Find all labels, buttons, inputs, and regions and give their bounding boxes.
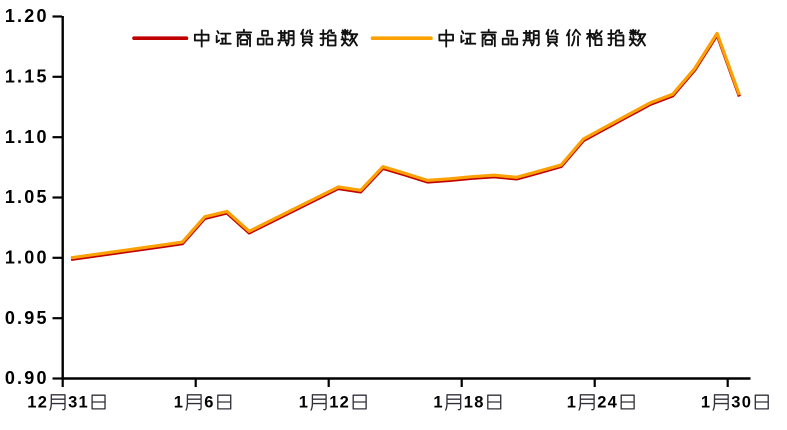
svg-text:1.15: 1.15 (5, 66, 49, 86)
svg-text:24: 24 (597, 394, 618, 412)
svg-text:1.00: 1.00 (5, 247, 49, 267)
svg-text:1: 1 (299, 394, 309, 412)
svg-text:18: 18 (464, 394, 485, 412)
svg-text:12: 12 (27, 394, 48, 412)
svg-text:1: 1 (701, 394, 711, 412)
svg-text:1: 1 (567, 394, 577, 412)
svg-text:6: 6 (204, 394, 214, 412)
svg-text:1.05: 1.05 (5, 187, 49, 207)
svg-text:30: 30 (731, 394, 752, 412)
svg-text:1: 1 (174, 394, 184, 412)
svg-text:1: 1 (433, 394, 443, 412)
svg-text:31: 31 (68, 394, 89, 412)
svg-text:12: 12 (329, 394, 350, 412)
svg-text:0.95: 0.95 (5, 308, 49, 328)
svg-text:1.10: 1.10 (5, 127, 49, 147)
svg-text:1.20: 1.20 (5, 6, 49, 26)
svg-text:0.90: 0.90 (5, 368, 49, 388)
